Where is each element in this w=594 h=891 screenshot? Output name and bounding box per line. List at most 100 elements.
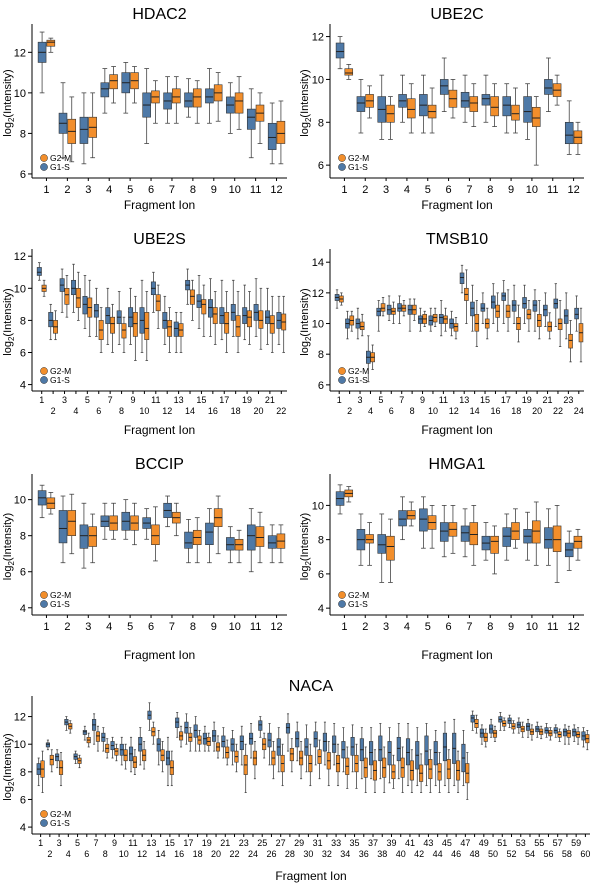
box-g1-s-14 xyxy=(156,729,161,766)
iqr-box xyxy=(543,304,548,317)
box-g2-m-7 xyxy=(95,725,101,752)
iqr-box xyxy=(386,535,395,561)
box-g1-s-4 xyxy=(100,68,110,114)
box-g2-m-23 xyxy=(568,320,573,363)
x-tick-label: 21 xyxy=(220,838,230,848)
box-g1-s-17 xyxy=(184,713,189,745)
legend-label-g1-s: G1-S xyxy=(348,162,368,172)
legend-label-g2-m: G2-M xyxy=(50,153,71,163)
x-tick-label: 7 xyxy=(466,184,472,196)
iqr-box xyxy=(511,300,517,312)
box-g2-m-8 xyxy=(192,517,202,564)
x-tick-label: 13 xyxy=(174,395,184,405)
box-g1-s-30 xyxy=(304,724,309,773)
x-tick-label: 17 xyxy=(183,838,193,848)
box-g1-s-35 xyxy=(350,724,355,773)
x-tick-label: 12 xyxy=(137,849,147,859)
box-g2-m-11 xyxy=(155,284,161,329)
box-g2-m-14 xyxy=(160,741,165,773)
iqr-box xyxy=(267,122,277,150)
iqr-box xyxy=(365,534,374,544)
y-axis-label: log2(Intensity) xyxy=(2,513,16,580)
box-g1-s-2 xyxy=(356,79,366,134)
box-g2-m-17 xyxy=(188,727,193,752)
y-axis-label: log2(Intensity) xyxy=(299,69,313,136)
x-tick-label: 3 xyxy=(358,395,363,405)
box-g1-s-58 xyxy=(562,724,568,745)
box-g1-s-8 xyxy=(116,291,122,345)
x-tick-label: 20 xyxy=(532,406,542,416)
iqr-box xyxy=(246,310,252,328)
box-g2-m-57 xyxy=(557,728,562,742)
y-tick-label: 6 xyxy=(318,380,324,392)
box-g2-m-32 xyxy=(326,741,331,787)
box-g2-m-3 xyxy=(64,275,70,318)
box-g1-s-4 xyxy=(398,496,407,541)
box-g2-m-18 xyxy=(197,729,202,752)
legend-swatch-g2-m xyxy=(338,591,346,599)
iqr-box xyxy=(397,303,402,312)
box-g1-s-12 xyxy=(267,524,277,564)
box-g2-m-50 xyxy=(492,725,498,742)
chart-panel-ube2s: UBE2S 4 6 8 10 12 log2(Intensity) 1 2 3 4 5 6 7 8 9 10 11… xyxy=(0,225,297,440)
box-g1-s-3 xyxy=(377,74,386,140)
box-g2-m-6 xyxy=(391,301,396,324)
box-g1-s-3 xyxy=(79,92,89,165)
iqr-box xyxy=(132,312,138,337)
box-g1-s-9 xyxy=(110,736,115,759)
iqr-box xyxy=(114,748,119,756)
box-g1-s-26 xyxy=(267,723,272,766)
legend-label-g1-s: G1-S xyxy=(50,375,70,385)
x-tick-label: 1 xyxy=(337,395,342,405)
box-g2-m-15 xyxy=(201,284,207,337)
box-g2-m-14 xyxy=(474,300,480,347)
box-g1-s-9 xyxy=(205,508,214,564)
iqr-box xyxy=(184,531,193,549)
box-g1-s-1 xyxy=(335,36,345,70)
box-g1-s-1 xyxy=(335,484,345,515)
box-g2-m-2 xyxy=(349,310,355,332)
box-g1-s-48 xyxy=(470,710,475,731)
x-tick-label: 58 xyxy=(562,849,572,859)
iqr-box xyxy=(525,723,531,731)
box-g2-m-7 xyxy=(469,83,479,127)
y-tick-label: 10 xyxy=(14,495,26,507)
box-g1-s-11 xyxy=(150,271,156,313)
x-tick-label: 2 xyxy=(362,184,368,196)
x-tick-label: 40 xyxy=(396,849,406,859)
box-g2-m-56 xyxy=(548,727,553,741)
box-g1-s-4 xyxy=(71,263,77,313)
iqr-box xyxy=(344,68,354,76)
x-tick-label: 1 xyxy=(341,621,347,633)
legend-label-g1-s: G1-S xyxy=(50,818,70,828)
box-g1-s-21 xyxy=(543,292,548,327)
box-g2-m-35 xyxy=(354,743,359,789)
y-tick-label: 12 xyxy=(312,32,324,44)
x-tick-label: 8 xyxy=(190,184,196,196)
x-tick-label: 13 xyxy=(146,838,156,848)
y-tick-label: 6 xyxy=(20,794,26,806)
x-tick-label: 5 xyxy=(127,184,133,196)
box-g1-s-6 xyxy=(93,287,99,337)
x-tick-label: 44 xyxy=(433,849,443,859)
box-g1-s-28 xyxy=(285,713,291,752)
box-g1-s-59 xyxy=(572,724,577,742)
box-g2-m-19 xyxy=(246,291,252,345)
box-g2-m-11 xyxy=(255,511,265,564)
x-tick-label: 10 xyxy=(229,184,241,196)
box-g2-m-1 xyxy=(344,486,354,503)
chart-panel-hmga1: HMGA1 4 6 8 10 log2(Intensity) 1 2 3 4 5 6 7 8 9 10 11 12… xyxy=(297,450,594,665)
box-g1-s-38 xyxy=(378,723,383,780)
box-g2-m-12 xyxy=(276,524,286,564)
x-tick-label: 10 xyxy=(428,406,438,416)
chart-title: UBE2S xyxy=(133,231,185,248)
box-g2-m-8 xyxy=(490,525,499,575)
y-tick-label: 12 xyxy=(14,712,26,724)
chart-title: HDAC2 xyxy=(132,6,186,23)
iqr-box xyxy=(378,735,383,762)
box-g1-s-7 xyxy=(460,74,470,123)
iqr-box xyxy=(289,748,294,762)
x-tick-label: 17 xyxy=(501,395,511,405)
